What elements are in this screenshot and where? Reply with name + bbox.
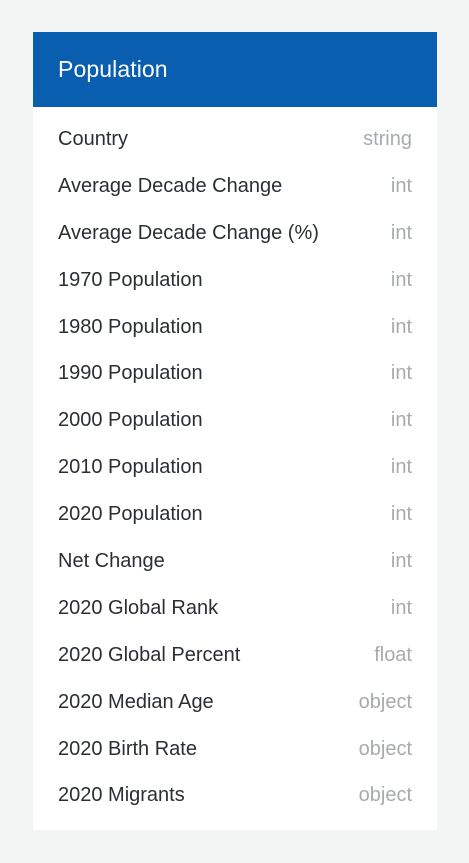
schema-card: Population Country string Average Decade… bbox=[33, 32, 437, 830]
field-row-2020-global-rank[interactable]: 2020 Global Rank int bbox=[33, 585, 437, 632]
field-type: float bbox=[374, 643, 412, 666]
field-name: 2020 Population bbox=[58, 503, 203, 526]
field-type: int bbox=[390, 409, 412, 432]
field-row-average-decade-change[interactable]: Average Decade Change int bbox=[33, 163, 437, 210]
field-row-2020-birth-rate[interactable]: 2020 Birth Rate object bbox=[33, 726, 437, 773]
field-name: 2020 Median Age bbox=[58, 690, 214, 713]
field-row-1980-population[interactable]: 1980 Population int bbox=[33, 304, 437, 351]
field-row-2010-population[interactable]: 2010 Population int bbox=[33, 444, 437, 491]
field-name: Net Change bbox=[58, 549, 165, 572]
field-type: int bbox=[390, 456, 412, 479]
field-row-2000-population[interactable]: 2000 Population int bbox=[33, 397, 437, 444]
field-type: int bbox=[390, 174, 412, 197]
field-row-2020-population[interactable]: 2020 Population int bbox=[33, 491, 437, 538]
field-type: int bbox=[390, 503, 412, 526]
field-type: int bbox=[390, 596, 412, 619]
field-type: int bbox=[390, 268, 412, 291]
field-name: 1970 Population bbox=[58, 268, 203, 291]
field-row-2020-global-percent[interactable]: 2020 Global Percent float bbox=[33, 632, 437, 679]
field-name: Average Decade Change (%) bbox=[58, 221, 319, 244]
field-name: Country bbox=[58, 127, 129, 150]
field-name: 2020 Global Rank bbox=[58, 596, 219, 619]
field-type: int bbox=[390, 221, 412, 244]
field-type: object bbox=[358, 784, 412, 807]
field-row-2020-median-age[interactable]: 2020 Median Age object bbox=[33, 679, 437, 726]
field-row-2020-migrants[interactable]: 2020 Migrants object bbox=[33, 772, 437, 819]
field-name: 1980 Population bbox=[58, 315, 203, 338]
field-name: 2020 Migrants bbox=[58, 784, 185, 807]
field-type: int bbox=[390, 362, 412, 385]
field-name: Average Decade Change bbox=[58, 174, 283, 197]
field-type: int bbox=[390, 315, 412, 338]
field-name: 2020 Birth Rate bbox=[58, 737, 197, 760]
field-type: object bbox=[358, 690, 412, 713]
card-header: Population bbox=[33, 32, 437, 107]
field-row-1970-population[interactable]: 1970 Population int bbox=[33, 257, 437, 304]
table-title: Population bbox=[58, 56, 168, 82]
field-row-average-decade-change-pct[interactable]: Average Decade Change (%) int bbox=[33, 210, 437, 257]
field-name: 1990 Population bbox=[58, 362, 203, 385]
field-type: string bbox=[363, 127, 412, 150]
field-name: 2000 Population bbox=[58, 409, 203, 432]
field-name: 2010 Population bbox=[58, 456, 203, 479]
field-row-1990-population[interactable]: 1990 Population int bbox=[33, 350, 437, 397]
field-name: 2020 Global Percent bbox=[58, 643, 241, 666]
field-row-country[interactable]: Country string bbox=[33, 116, 437, 163]
field-type: object bbox=[358, 737, 412, 760]
field-row-net-change[interactable]: Net Change int bbox=[33, 538, 437, 585]
field-list: Country string Average Decade Change int… bbox=[33, 107, 437, 819]
field-type: int bbox=[390, 549, 412, 572]
